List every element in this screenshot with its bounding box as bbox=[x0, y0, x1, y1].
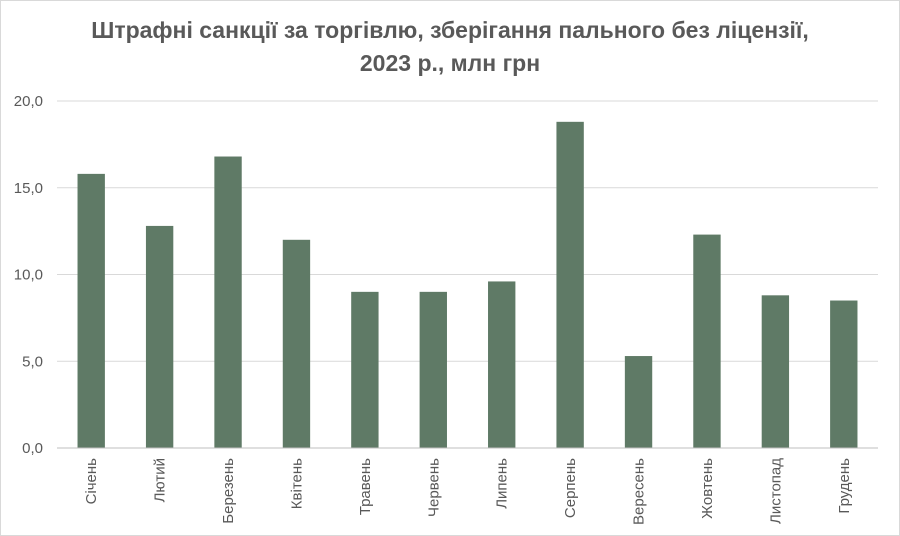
bars bbox=[77, 121, 858, 448]
x-category-label: Жовтень bbox=[699, 458, 716, 519]
bar-1 bbox=[77, 173, 105, 448]
chart-title: Штрафні санкції за торгівлю, зберігання … bbox=[0, 14, 900, 80]
bar-6 bbox=[419, 291, 447, 448]
y-tick-label: 15,0 bbox=[14, 180, 43, 197]
bar-5 bbox=[351, 291, 379, 448]
x-category-label: Грудень bbox=[836, 458, 853, 514]
bar-10 bbox=[693, 234, 721, 448]
x-category-label: Травень bbox=[357, 458, 374, 515]
x-category-label: Квітень bbox=[288, 458, 305, 509]
bar-3 bbox=[214, 156, 242, 448]
chart-title-line-1: Штрафні санкції за торгівлю, зберігання … bbox=[91, 17, 809, 43]
bar-8 bbox=[556, 121, 584, 448]
bar-4 bbox=[282, 239, 311, 448]
x-category-label: Листопад bbox=[767, 458, 784, 524]
x-category-label: Вересень bbox=[631, 458, 648, 525]
x-category-label: Січень bbox=[83, 458, 100, 505]
x-category-label: Червень bbox=[425, 458, 442, 517]
x-category-label: Серпень bbox=[562, 458, 579, 518]
chart-title-line-2: 2023 р., млн грн bbox=[359, 50, 541, 76]
bar-7 bbox=[488, 281, 516, 448]
y-tick-label: 20,0 bbox=[14, 93, 43, 110]
x-category-label: Лютий bbox=[152, 458, 169, 502]
bar-12 bbox=[830, 300, 858, 448]
bar-9 bbox=[624, 356, 653, 448]
bar-11 bbox=[761, 295, 790, 448]
y-tick-label: 10,0 bbox=[14, 267, 43, 284]
x-category-label: Липень bbox=[494, 458, 511, 509]
bar-2 bbox=[145, 225, 174, 448]
y-tick-label: 5,0 bbox=[22, 353, 43, 370]
gridlines bbox=[57, 100, 878, 362]
y-axis-tick-labels: 0,0 5,0 10,0 15,0 20,0 bbox=[14, 93, 43, 457]
x-axis-category-labels: Січень Лютий Березень Квітень Травень Червень… bbox=[83, 458, 853, 525]
y-tick-label: 0,0 bbox=[22, 440, 43, 457]
x-category-label: Березень bbox=[220, 458, 237, 524]
